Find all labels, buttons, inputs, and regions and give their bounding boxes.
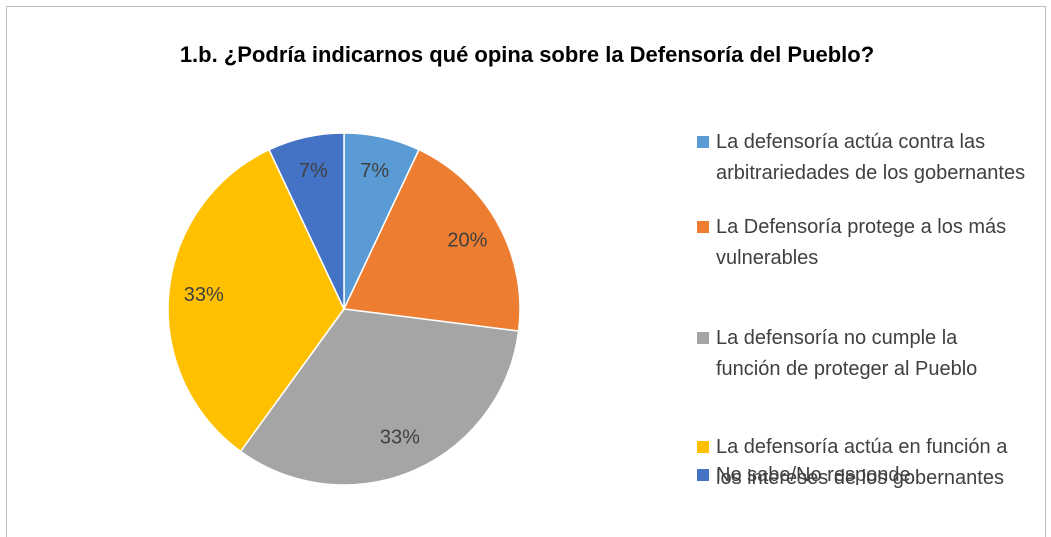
data-label: 7% bbox=[360, 160, 389, 182]
legend-item: La defensoría no cumple la función de pr… bbox=[697, 323, 1027, 385]
legend-item: La defensoría actúa en función a los int… bbox=[697, 432, 1027, 494]
pie-slice bbox=[239, 308, 520, 486]
legend-swatch bbox=[697, 332, 709, 344]
legend-label: La defensoría actúa contra las arbitrari… bbox=[716, 131, 1026, 184]
legend-swatch bbox=[697, 136, 709, 148]
legend-item: La Defensoría protege a los más vulnerab… bbox=[697, 212, 1027, 274]
legend-item: No sabe/No responde bbox=[697, 460, 1027, 491]
legend-label: La Defensoría protege a los más vulnerab… bbox=[716, 216, 1007, 269]
legend-label: No sabe/No responde bbox=[716, 464, 911, 486]
pie-slice bbox=[342, 148, 521, 332]
data-label: 7% bbox=[299, 160, 328, 182]
legend-swatch bbox=[697, 441, 709, 453]
legend-swatch bbox=[697, 469, 709, 481]
data-label: 33% bbox=[184, 284, 224, 306]
pie-slice bbox=[167, 148, 345, 453]
data-label: 33% bbox=[380, 427, 420, 449]
legend-swatch bbox=[697, 221, 709, 233]
pie-slice bbox=[268, 132, 345, 310]
legend-item: La defensoría actúa contra las arbitrari… bbox=[697, 127, 1027, 189]
legend-label: La defensoría actúa en función a los int… bbox=[716, 436, 1008, 489]
legend-label: La defensoría no cumple la función de pr… bbox=[716, 327, 978, 380]
data-label: 20% bbox=[447, 229, 487, 251]
chart-title: 1.b. ¿Podría indicarnos qué opina sobre … bbox=[180, 42, 874, 67]
chart-frame bbox=[6, 6, 1046, 537]
